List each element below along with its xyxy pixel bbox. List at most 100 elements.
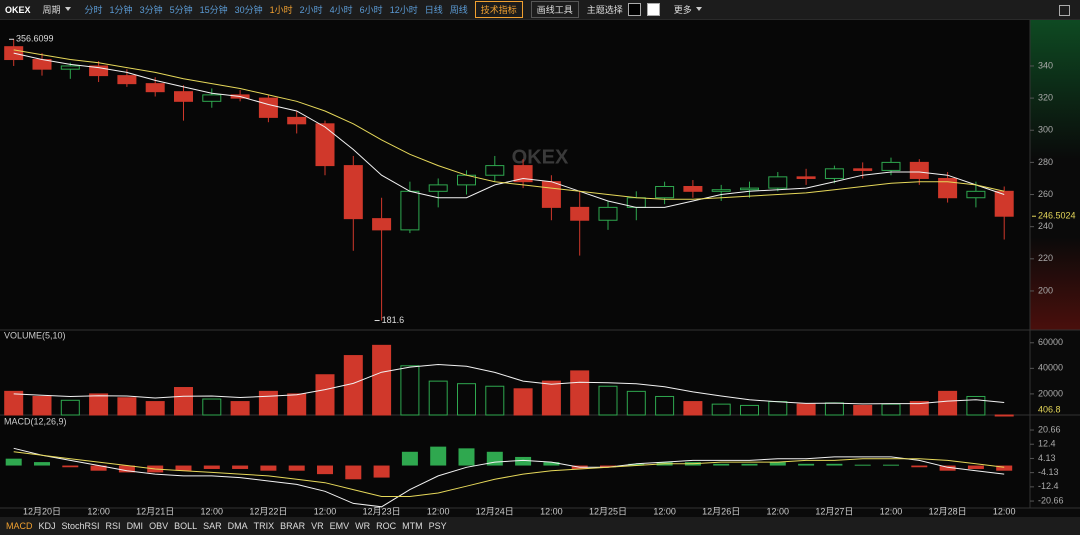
fullscreen-icon[interactable] <box>1059 5 1070 16</box>
x-tick-label: 12:00 <box>653 506 676 516</box>
indicator-tab[interactable]: OBV <box>149 521 169 531</box>
volume-bar <box>768 401 788 416</box>
x-tick-label: 12:00 <box>767 506 790 516</box>
macd-bar <box>62 465 79 468</box>
indicator-tab[interactable]: WR <box>355 521 371 531</box>
indicator-tab[interactable]: ROC <box>376 521 397 531</box>
indicator-tab[interactable]: BRAR <box>280 521 306 531</box>
last-volume-label: 406.8 <box>1038 404 1061 414</box>
x-tick-label: 12月21日 <box>136 506 174 516</box>
indicator-tab[interactable]: VR <box>311 521 324 531</box>
indicator-tab[interactable]: BOLL <box>174 521 198 531</box>
y-tick-label: 220 <box>1038 253 1053 263</box>
volume-bar <box>881 403 901 416</box>
macd-bar <box>996 465 1013 471</box>
indicator-tab[interactable]: DMI <box>126 521 144 531</box>
macd-bar <box>798 463 815 466</box>
y-tick-label: 20000 <box>1038 388 1063 398</box>
interval-tab[interactable]: 2小时 <box>299 5 323 15</box>
macd-bar <box>911 465 928 468</box>
candle-body <box>853 168 873 171</box>
candle-body <box>60 65 80 70</box>
price-axis-background <box>1030 20 1080 330</box>
x-tick-label: 12:00 <box>427 506 450 516</box>
y-tick-label: 320 <box>1038 92 1053 102</box>
volume-bar <box>117 397 137 416</box>
indicator-tab[interactable]: SAR <box>203 521 222 531</box>
interval-tab[interactable]: 周线 <box>449 5 468 15</box>
candle-body <box>824 168 844 179</box>
brand: OKEX <box>5 4 31 15</box>
indicator-tab[interactable]: MACD <box>6 521 33 531</box>
macd-bar <box>458 448 475 466</box>
indicator-tab[interactable]: PSY <box>428 521 447 531</box>
indicator-tab[interactable]: KDJ <box>38 521 56 531</box>
theme-dark[interactable] <box>627 3 641 16</box>
volume-bar <box>994 414 1014 417</box>
candle-body <box>400 190 420 231</box>
x-tick-label: 12:00 <box>201 506 224 516</box>
interval-tab[interactable]: 3分钟 <box>139 5 163 15</box>
y-tick-label: 12.4 <box>1038 439 1056 449</box>
y-tick-label: -4.13 <box>1038 467 1059 477</box>
candle-body <box>258 97 278 118</box>
period-menu[interactable]: 周期 <box>43 3 71 16</box>
y-tick-label: 40000 <box>1038 363 1063 373</box>
indicator-tab[interactable]: StochRSI <box>61 521 100 531</box>
indicator-tab[interactable]: RSI <box>105 521 121 531</box>
volume-bar <box>824 402 844 416</box>
macd-bar <box>826 463 843 466</box>
indicator-tab[interactable]: MTM <box>402 521 423 531</box>
volume-bar <box>570 370 590 416</box>
macd-title: MACD(12,26,9) <box>4 416 67 426</box>
interval-tab[interactable]: 分时 <box>84 5 103 15</box>
x-tick-label: 12:00 <box>314 506 337 516</box>
interval-tab[interactable]: 1小时 <box>269 5 293 15</box>
volume-bar <box>400 365 420 416</box>
macd-bar <box>118 465 135 473</box>
plot-background <box>0 20 1030 508</box>
macd-bar <box>232 465 249 469</box>
volume-bar <box>230 401 250 416</box>
candle-body <box>89 65 109 77</box>
macd-bar <box>34 462 50 466</box>
y-tick-label: 4.13 <box>1038 453 1056 463</box>
y-tick-label: 260 <box>1038 189 1053 199</box>
y-tick-label: 60000 <box>1038 337 1063 347</box>
volume-bar <box>428 380 448 416</box>
low-label: 181.6 <box>382 315 405 325</box>
chart: OKEX VOLUME(5,10) MACD(12,26,9) 200 220 24… <box>0 20 1080 516</box>
volume-bar <box>60 399 80 416</box>
macd-bar <box>713 463 730 466</box>
interval-tab[interactable]: 1分钟 <box>109 5 133 15</box>
candle-body <box>117 75 137 85</box>
indicator-line <box>13 447 1005 508</box>
indicator-line <box>13 451 1005 497</box>
candle-body <box>513 165 533 183</box>
volume-bar <box>853 404 873 416</box>
candle-body <box>994 190 1014 217</box>
indicator-tab[interactable]: EMV <box>329 521 350 531</box>
draw-tool-button[interactable]: 画线工具 <box>530 1 579 18</box>
interval-tab[interactable]: 12小时 <box>389 5 418 15</box>
indicator-tab[interactable]: TRIX <box>253 521 275 531</box>
x-tick-label: 12月25日 <box>589 506 627 516</box>
x-tick-label: 12月23日 <box>363 506 401 516</box>
theme-light[interactable] <box>646 3 660 16</box>
y-tick-label: 300 <box>1038 125 1053 135</box>
indicator-button[interactable]: 技术指标 <box>474 1 523 18</box>
interval-tab[interactable]: 5分钟 <box>169 5 193 15</box>
interval-tab[interactable]: 30分钟 <box>234 5 263 15</box>
volume-bar <box>202 398 222 416</box>
indicator-tab[interactable]: DMA <box>227 521 248 531</box>
y-tick-label: 240 <box>1038 221 1053 231</box>
candle-body <box>343 165 363 220</box>
y-tick-label: -12.4 <box>1038 481 1059 491</box>
interval-tab[interactable]: 6小时 <box>359 5 383 15</box>
interval-tab[interactable]: 4小时 <box>329 5 353 15</box>
candle-body <box>740 187 759 191</box>
interval-tab[interactable]: 日线 <box>424 5 443 15</box>
indicator-line <box>13 52 1005 208</box>
interval-tab[interactable]: 15分钟 <box>199 5 228 15</box>
more-menu[interactable]: 更多 <box>674 3 702 16</box>
